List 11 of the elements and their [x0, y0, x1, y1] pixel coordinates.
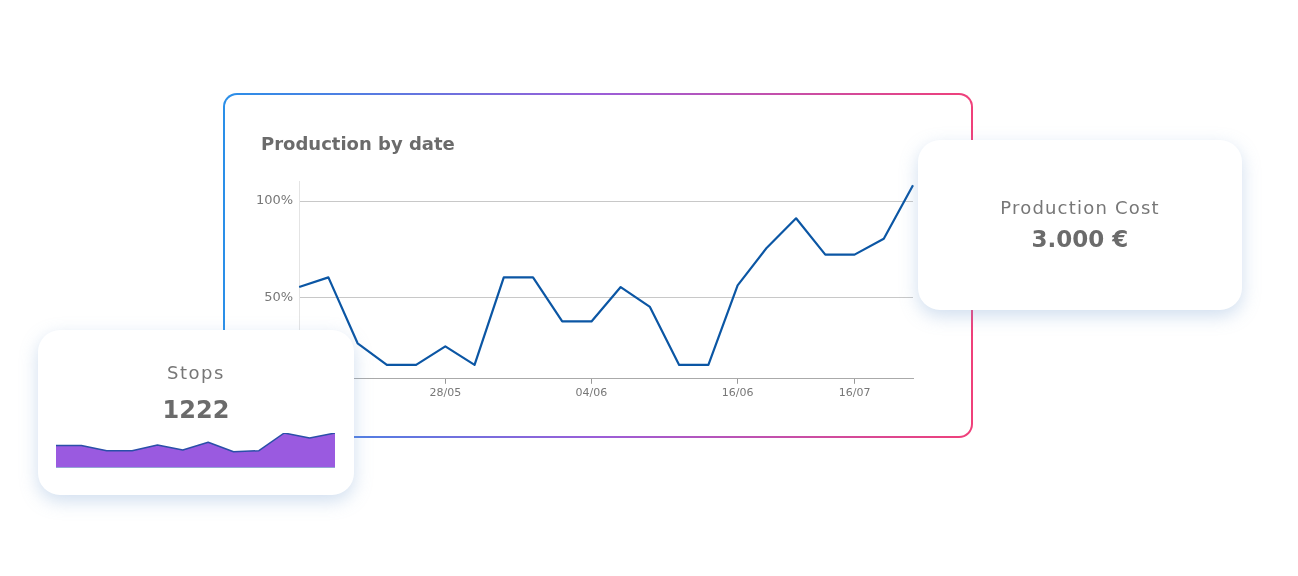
text: Production Cost [999, 197, 1161, 218]
x-tick-label: 28/05 [429, 386, 462, 400]
text: 1222 [161, 396, 231, 424]
x-tick-label: 04/06 [575, 386, 608, 400]
y-tick-label: 100% [255, 192, 294, 208]
chart-title: Production by date [261, 133, 455, 154]
chart-title: Stops [166, 362, 226, 383]
text: 3.000 € [1030, 226, 1130, 252]
x-tick-label: 16/07 [838, 386, 871, 400]
x-tick-label: 16/06 [721, 386, 754, 400]
y-tick-label: 50% [264, 289, 294, 305]
